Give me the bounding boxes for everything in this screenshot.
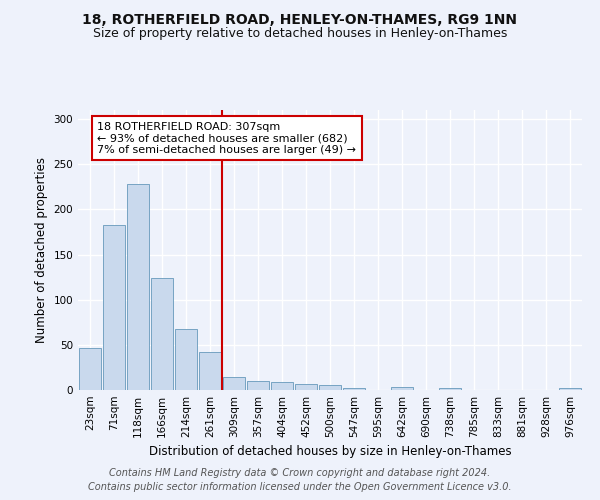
Text: Contains HM Land Registry data © Crown copyright and database right 2024.: Contains HM Land Registry data © Crown c… xyxy=(109,468,491,477)
Bar xyxy=(79,348,101,390)
Bar xyxy=(175,330,197,390)
Bar xyxy=(439,388,461,390)
Bar xyxy=(295,384,317,390)
Y-axis label: Number of detached properties: Number of detached properties xyxy=(35,157,48,343)
Bar xyxy=(391,388,413,390)
X-axis label: Distribution of detached houses by size in Henley-on-Thames: Distribution of detached houses by size … xyxy=(149,446,511,458)
Text: 18, ROTHERFIELD ROAD, HENLEY-ON-THAMES, RG9 1NN: 18, ROTHERFIELD ROAD, HENLEY-ON-THAMES, … xyxy=(83,12,517,26)
Text: Size of property relative to detached houses in Henley-on-Thames: Size of property relative to detached ho… xyxy=(93,28,507,40)
Bar xyxy=(103,224,125,390)
Bar xyxy=(319,386,341,390)
Text: Contains public sector information licensed under the Open Government Licence v3: Contains public sector information licen… xyxy=(88,482,512,492)
Bar xyxy=(223,378,245,390)
Bar xyxy=(271,382,293,390)
Bar xyxy=(343,388,365,390)
Text: 18 ROTHERFIELD ROAD: 307sqm
← 93% of detached houses are smaller (682)
7% of sem: 18 ROTHERFIELD ROAD: 307sqm ← 93% of det… xyxy=(97,122,356,155)
Bar xyxy=(127,184,149,390)
Bar xyxy=(247,381,269,390)
Bar xyxy=(151,278,173,390)
Bar xyxy=(559,388,581,390)
Bar xyxy=(199,352,221,390)
